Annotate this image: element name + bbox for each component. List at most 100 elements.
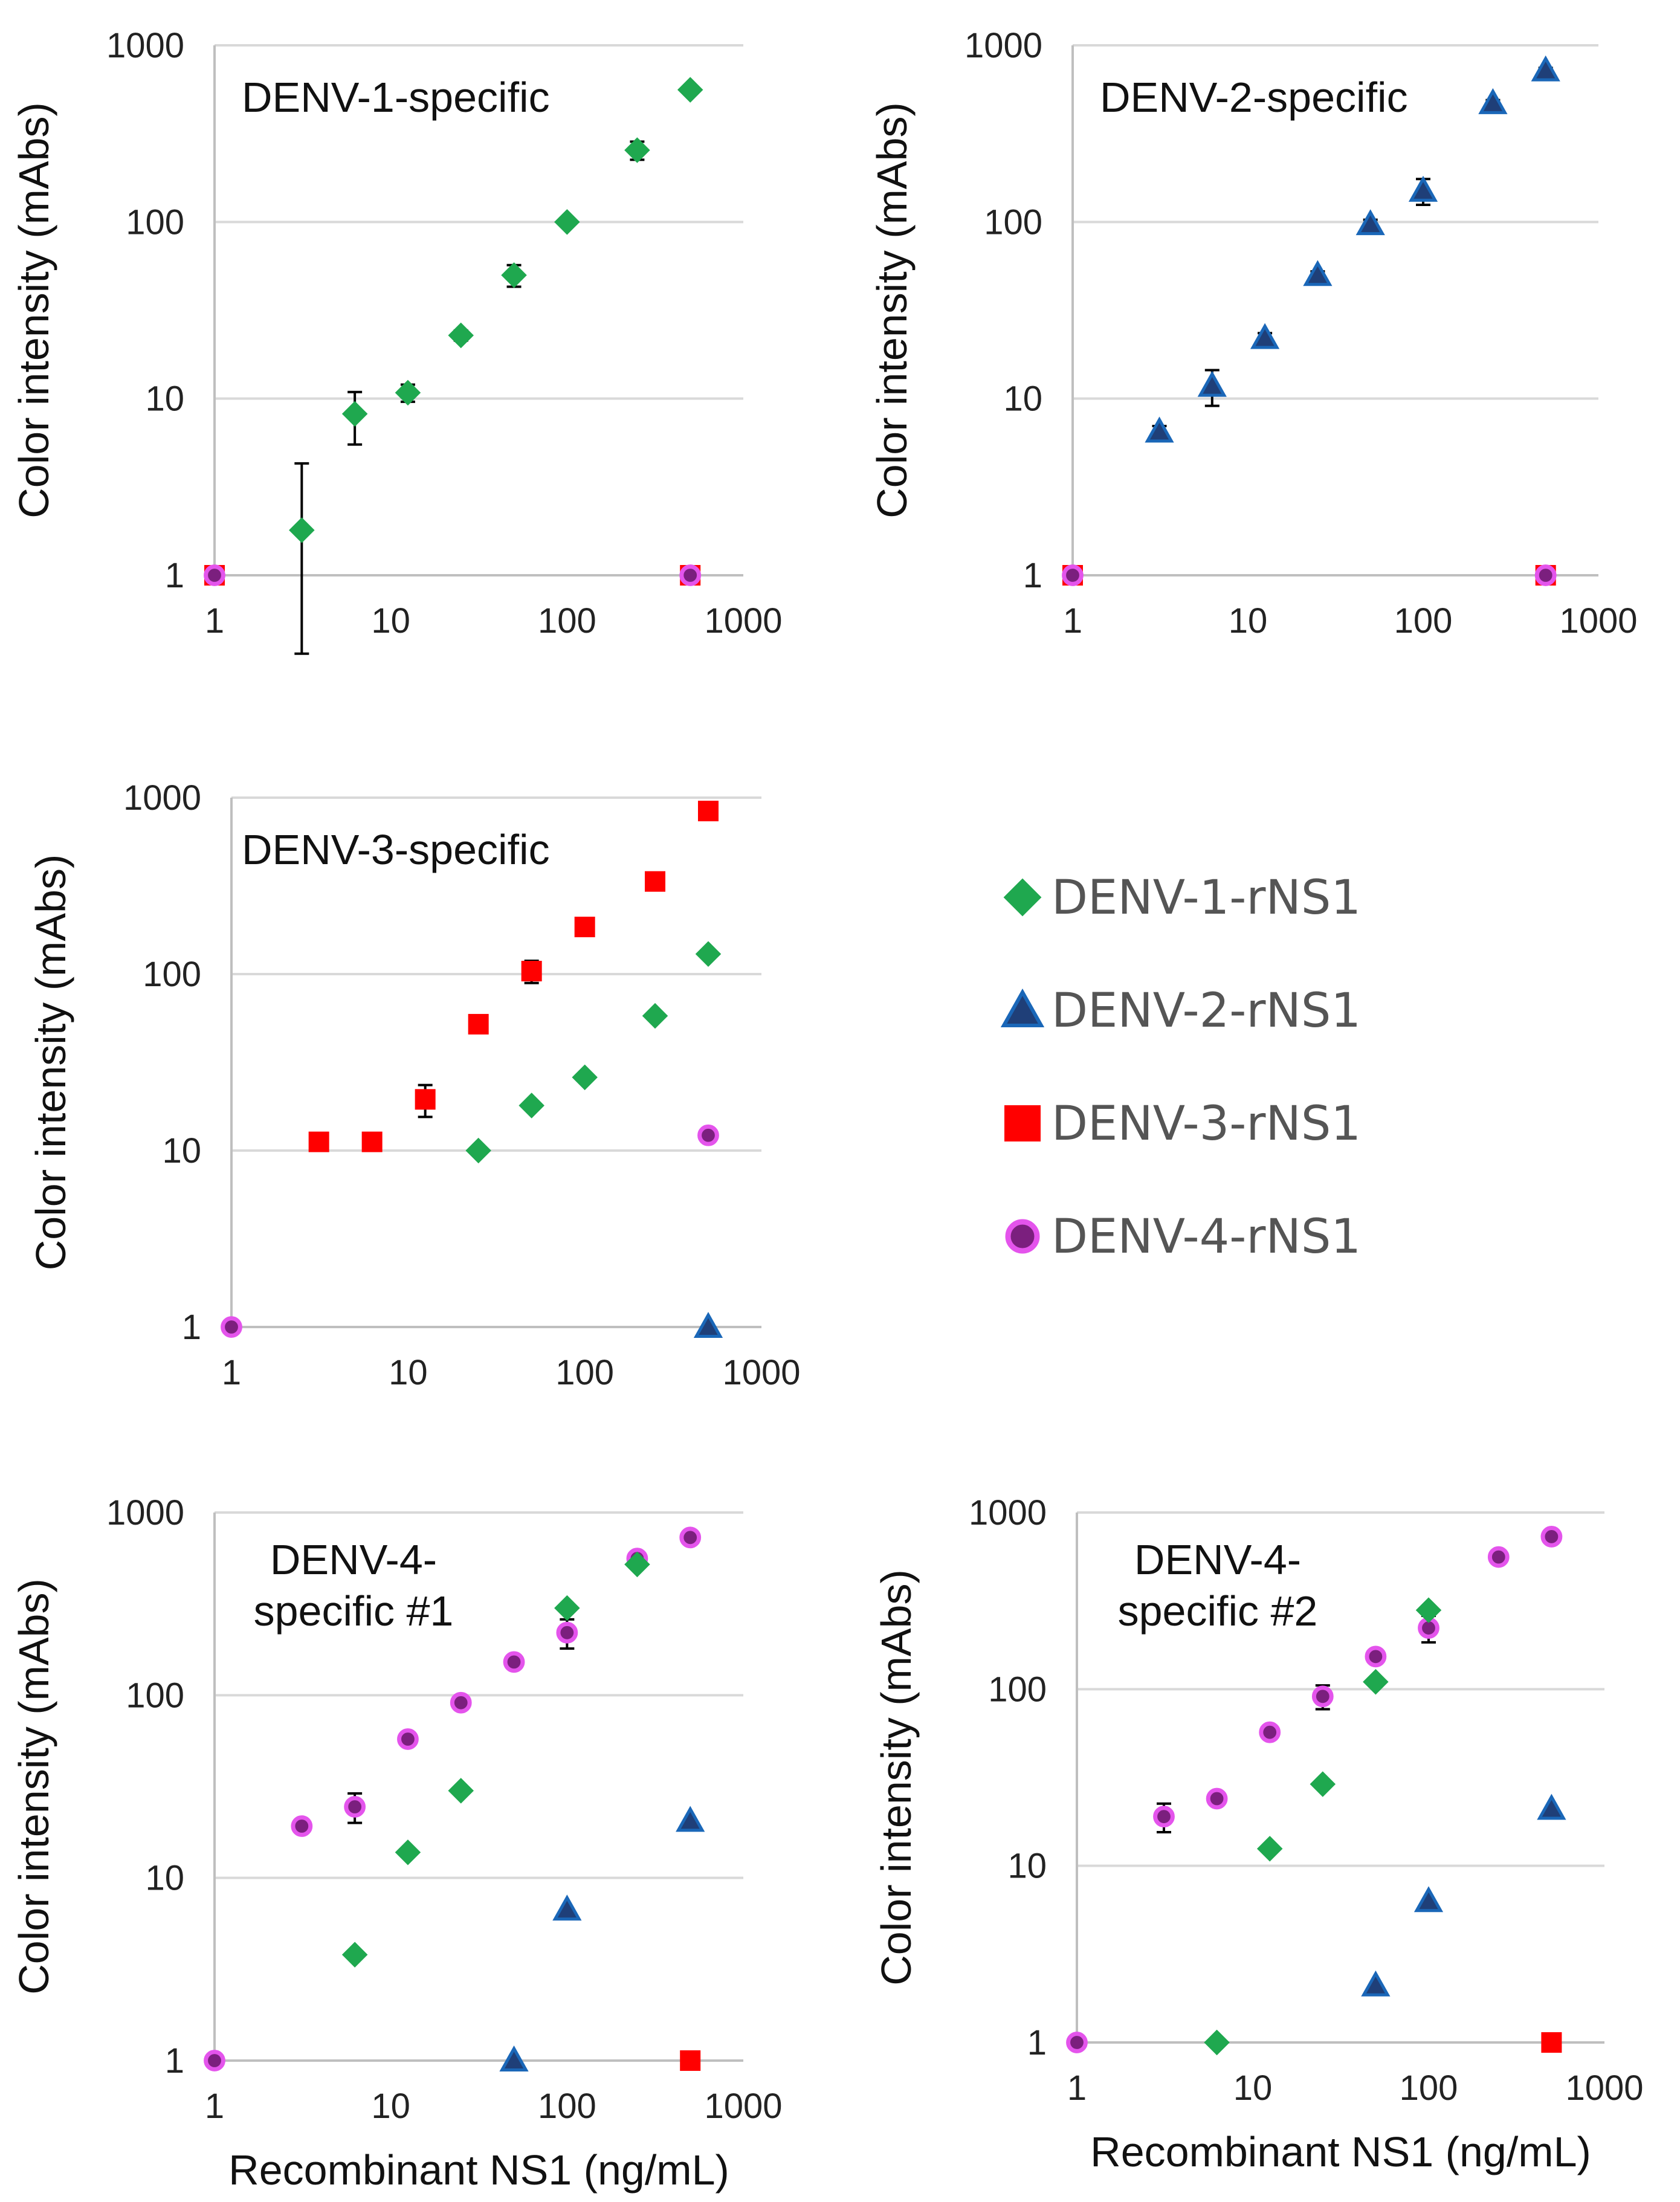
- data-point: [468, 1013, 489, 1035]
- legend-label: DENV-4-rNS1: [1052, 1210, 1361, 1264]
- x-tick-label: 1000: [1559, 601, 1637, 641]
- chart-panel-1: 1 10 100 1000 1 10 100 1000 Color intensity (mAb…: [10, 26, 783, 655]
- chart-panel-3: 1 10 100 1000 1 10 100 1000 Color intensity (mAb…: [27, 778, 801, 1392]
- data-point: [501, 262, 527, 288]
- data-point: [552, 1894, 582, 1921]
- y-tick-label: 1: [1023, 556, 1042, 595]
- data-point: [676, 1806, 705, 1832]
- y-tick-label: 100: [126, 1676, 184, 1715]
- data-point: [1311, 1685, 1334, 1708]
- x-tick-label: 10: [389, 1353, 428, 1392]
- data-point: [642, 1003, 668, 1029]
- data-point: [1408, 175, 1438, 202]
- y-tick-label: 100: [143, 955, 201, 994]
- x-tick-label: 1: [222, 1353, 241, 1392]
- data-point: [697, 801, 719, 822]
- data-point: [1310, 1771, 1336, 1797]
- x-tick-label: 100: [1400, 2068, 1458, 2108]
- x-tick-label: 100: [1394, 601, 1453, 641]
- data-point: [695, 941, 722, 967]
- x-tick-label: 100: [538, 601, 596, 641]
- panel-title-line: DENV-1-specific: [242, 74, 550, 121]
- legend: DENV-1-rNS1 DENV-2-rNS1 DENV-3-rNS1 DENV-4-…: [1000, 871, 1361, 1264]
- data-point: [448, 322, 474, 349]
- data-point: [1303, 260, 1333, 286]
- data-point: [1415, 1597, 1442, 1623]
- data-point: [1478, 88, 1508, 114]
- y-tick-label: 10: [1003, 379, 1042, 419]
- data-point: [1534, 564, 1557, 586]
- data-point: [1537, 1794, 1566, 1820]
- data-point: [395, 1839, 421, 1865]
- panel-title-line: DENV-4-: [270, 1536, 437, 1583]
- legend-label: DENV-1-rNS1: [1052, 871, 1361, 925]
- panel-title-line: specific #2: [1118, 1587, 1318, 1635]
- panel-title-line: DENV-3-specific: [242, 826, 550, 873]
- data-point: [693, 1312, 723, 1338]
- data-point: [341, 1942, 368, 1968]
- x-tick-label: 100: [538, 2087, 596, 2126]
- series-denv-3-rns1: [1541, 2032, 1562, 2053]
- legend-label: DENV-2-rNS1: [1052, 984, 1361, 1038]
- x-tick-label: 1000: [704, 2087, 782, 2126]
- data-point: [521, 961, 542, 982]
- y-tick-label: 1000: [106, 26, 184, 65]
- series-denv-3-rns1: [680, 2050, 701, 2071]
- y-tick-label: 1: [182, 1308, 201, 1347]
- legend-marker: [1000, 988, 1045, 1027]
- data-point: [1540, 1526, 1563, 1548]
- y-tick-label: 1000: [969, 1493, 1047, 1532]
- x-axis-title: Recombinant NS1 (ng/mL): [228, 2146, 729, 2194]
- chart-panel-2: 1 10 100 1000 1 10 100 1000 Color intensity (mAb…: [868, 26, 1638, 641]
- panel-title: DENV-1-specific: [242, 74, 550, 121]
- x-tick-label: 1: [205, 601, 224, 641]
- x-tick-label: 1: [1067, 2068, 1087, 2108]
- y-tick-label: 100: [984, 202, 1042, 242]
- data-point: [680, 2050, 701, 2071]
- x-tick-label: 1000: [1565, 2068, 1643, 2108]
- data-point: [361, 1131, 383, 1152]
- data-point: [448, 1778, 474, 1804]
- y-tick-label: 1: [165, 2041, 184, 2081]
- data-point: [397, 1728, 419, 1750]
- y-axis-title: Color intensity (mAbs): [873, 1569, 920, 1986]
- x-axis-title: Recombinant NS1 (ng/mL): [1090, 2128, 1591, 2175]
- data-point: [519, 1093, 544, 1119]
- chart-panel-4: 1 10 100 1000 1 10 100 1000 Color intensity (mAb…: [10, 1493, 783, 2194]
- data-point: [341, 401, 368, 427]
- panel-title: DENV-2-specific: [1100, 74, 1408, 121]
- data-point: [308, 1131, 329, 1152]
- legend-entry: DENV-3-rNS1: [1004, 1097, 1361, 1151]
- x-tick-label: 10: [371, 2087, 410, 2126]
- data-point: [499, 2045, 529, 2071]
- data-point: [1361, 1970, 1391, 1997]
- panel-title-line: DENV-2-specific: [1100, 74, 1408, 121]
- y-tick-label: 10: [145, 1859, 184, 1898]
- data-point: [644, 871, 665, 892]
- legend-marker: [1005, 1219, 1040, 1254]
- y-tick-label: 10: [145, 379, 184, 419]
- legend-entry: DENV-4-rNS1: [1005, 1210, 1361, 1264]
- data-point: [344, 1796, 366, 1818]
- series-denv-2-rns1: [693, 1312, 723, 1338]
- y-tick-label: 10: [1007, 1847, 1047, 1886]
- data-point: [1066, 2032, 1088, 2053]
- series-denv-2-rns1: [499, 1806, 705, 2071]
- data-point: [1250, 323, 1280, 349]
- data-point: [289, 517, 315, 543]
- chart-panel-5: 1 10 100 1000 1 10 100 1000 Color intensity (mAb…: [873, 1493, 1644, 2175]
- series-denv-1-rns1: [341, 1551, 650, 1968]
- x-tick-label: 10: [371, 601, 410, 641]
- data-point: [204, 564, 225, 586]
- y-axis-title: Color intensity (mAbs): [10, 102, 57, 518]
- data-point: [1541, 2032, 1562, 2053]
- y-tick-label: 100: [126, 202, 184, 242]
- y-tick-label: 1000: [106, 1493, 184, 1532]
- y-tick-label: 1000: [964, 26, 1042, 65]
- legend-entry: DENV-1-rNS1: [1003, 871, 1361, 925]
- y-tick-label: 1000: [123, 778, 201, 818]
- series-denv-2-rns1: [1361, 1794, 1566, 1997]
- series-denv-1-rns1: [465, 941, 722, 1164]
- series-denv-1-rns1: [289, 77, 703, 655]
